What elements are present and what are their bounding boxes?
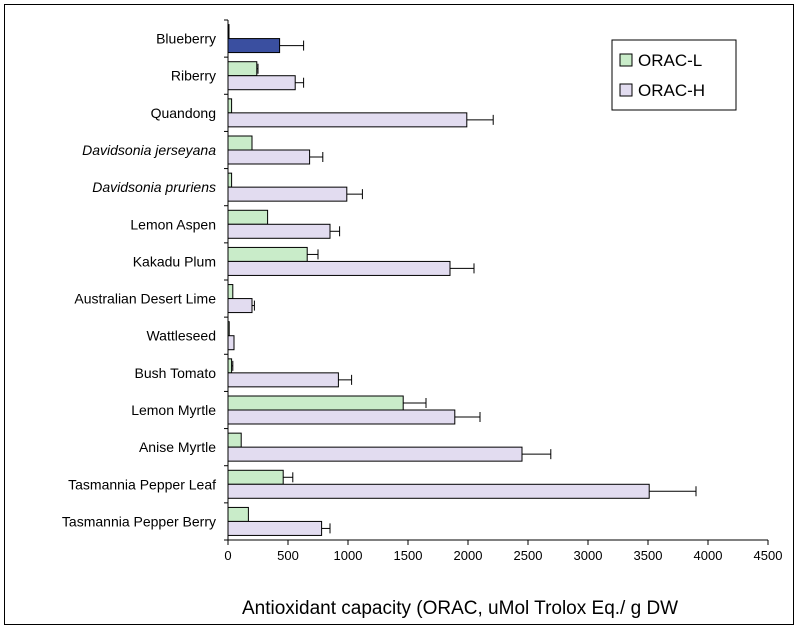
category-label: Quandong	[151, 105, 216, 121]
bar-orac-h	[227, 149, 311, 165]
x-tick-label: 3500	[634, 548, 663, 563]
bar-orac-h	[227, 260, 451, 276]
legend-label-orac-h: ORAC-H	[638, 81, 705, 100]
bar-orac-l	[227, 61, 258, 77]
legend-label-orac-l: ORAC-L	[638, 51, 702, 70]
category-label: Tasmannia Pepper Berry	[62, 513, 216, 529]
bar-orac-h	[227, 186, 348, 202]
bar-orac-h	[227, 520, 323, 536]
category-label: Tasmannia Pepper Leaf	[68, 476, 216, 492]
legend-swatch-orac-h	[619, 83, 633, 97]
bar-orac-h	[227, 372, 339, 388]
x-axis-title: Antioxidant capacity (ORAC, uMol Trolox …	[242, 598, 678, 619]
bar-orac-l	[227, 209, 269, 225]
x-tick-label: 500	[277, 548, 299, 563]
category-label: Lemon Myrtle	[131, 402, 216, 418]
x-tick-label: 3000	[574, 548, 603, 563]
bar-orac-l	[227, 246, 308, 262]
category-label: Lemon Aspen	[130, 216, 216, 232]
category-label: Wattleseed	[146, 328, 216, 344]
bar-orac-l	[227, 395, 404, 411]
bar-orac-l	[227, 284, 234, 300]
category-label: Davidsonia pruriens	[92, 179, 216, 195]
bar-orac-l	[227, 24, 230, 40]
legend-box	[611, 39, 737, 111]
category-label: Blueberry	[156, 31, 216, 47]
bar-orac-h	[227, 446, 523, 462]
x-tick-label: 4000	[694, 548, 723, 563]
category-label: Kakadu Plum	[133, 253, 216, 269]
bar-orac-h	[227, 335, 235, 351]
x-tick-label: 1000	[334, 548, 363, 563]
bar-orac-l	[227, 98, 233, 114]
x-tick-label: 2000	[454, 548, 483, 563]
bar-orac-l	[227, 506, 249, 522]
bar-orac-l	[227, 135, 253, 151]
x-tick-label: 0	[224, 548, 231, 563]
x-tick-label: 4500	[754, 548, 783, 563]
bar-orac-h	[227, 75, 296, 91]
category-label: Australian Desert Lime	[74, 291, 216, 307]
bar-orac-h	[227, 483, 650, 499]
bar-orac-l	[227, 432, 242, 448]
x-tick-label: 2500	[514, 548, 543, 563]
bar-orac-l	[227, 172, 233, 188]
category-label: Anise Myrtle	[139, 439, 216, 455]
x-tick-label: 1500	[394, 548, 423, 563]
bar-orac-h	[227, 409, 456, 425]
bar-orac-l	[227, 469, 284, 485]
bar-orac-l	[227, 321, 230, 337]
bar-orac-h	[227, 112, 468, 128]
category-label: Bush Tomato	[135, 365, 217, 381]
bar-orac-h	[227, 38, 281, 54]
bar-orac-h	[227, 223, 331, 239]
category-label: Riberry	[171, 68, 216, 84]
category-label: Davidsonia jerseyana	[82, 142, 216, 158]
legend-swatch-orac-l	[619, 53, 633, 67]
bar-orac-h	[227, 298, 253, 314]
bar-orac-l	[227, 358, 233, 374]
